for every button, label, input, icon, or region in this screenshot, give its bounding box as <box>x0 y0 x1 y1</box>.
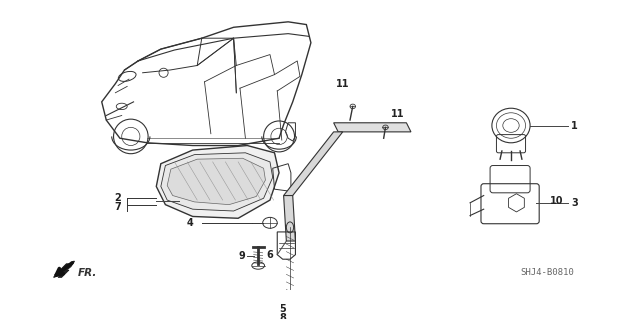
Polygon shape <box>156 145 279 218</box>
Text: 9: 9 <box>239 251 245 262</box>
Polygon shape <box>284 132 343 196</box>
Text: 8: 8 <box>279 313 286 319</box>
Polygon shape <box>58 264 72 278</box>
Text: 11: 11 <box>390 109 404 119</box>
Polygon shape <box>167 158 266 204</box>
Text: 6: 6 <box>267 250 273 260</box>
Polygon shape <box>333 123 411 132</box>
Text: FR.: FR. <box>78 268 97 278</box>
Polygon shape <box>284 196 296 241</box>
Text: 2: 2 <box>115 193 122 203</box>
Text: 1: 1 <box>572 121 578 130</box>
Text: 7: 7 <box>115 202 122 212</box>
Text: 3: 3 <box>572 198 578 208</box>
Polygon shape <box>161 153 273 211</box>
Text: SHJ4-B0810: SHJ4-B0810 <box>520 268 574 277</box>
Text: 11: 11 <box>336 79 349 89</box>
Polygon shape <box>54 261 74 278</box>
Text: 5: 5 <box>279 304 286 314</box>
Text: 4: 4 <box>187 218 193 228</box>
Text: 10: 10 <box>550 196 563 206</box>
